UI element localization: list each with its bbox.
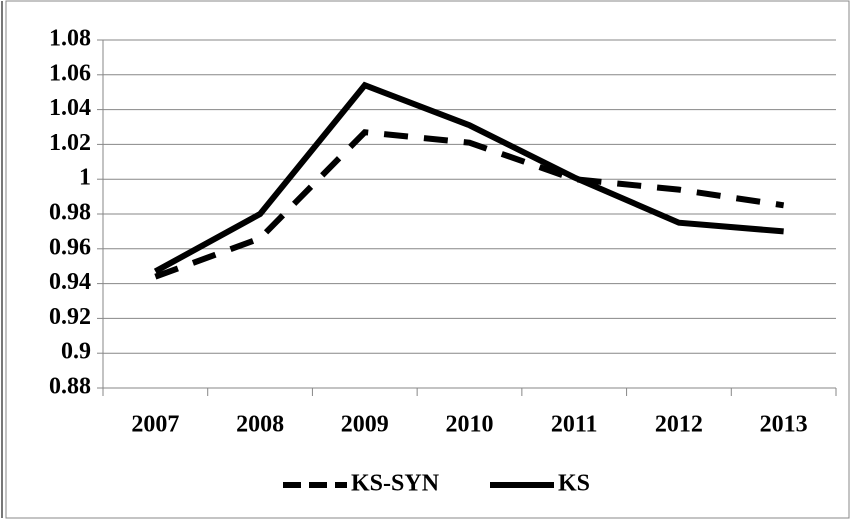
y-tick-label: 1.08 bbox=[49, 26, 91, 52]
y-tick-label: 1.02 bbox=[49, 130, 91, 156]
x-tick-label: 2013 bbox=[760, 412, 808, 438]
chart-frame bbox=[5, 0, 850, 519]
x-tick-label: 2010 bbox=[446, 412, 494, 438]
legend-label: KS bbox=[558, 471, 590, 497]
legend-label: KS-SYN bbox=[351, 471, 440, 497]
x-tick-label: 2008 bbox=[236, 412, 284, 438]
y-tick-label: 0.96 bbox=[49, 234, 91, 260]
frame-edge bbox=[1, 1, 3, 518]
series-line bbox=[153, 81, 784, 275]
y-tick-label: 0.88 bbox=[49, 374, 91, 400]
y-tick-label: 0.9 bbox=[61, 339, 91, 365]
x-tick-label: 2007 bbox=[131, 412, 179, 438]
x-tick-label: 2012 bbox=[655, 412, 703, 438]
y-tick-label: 1 bbox=[79, 165, 91, 191]
x-tick-label: 2011 bbox=[551, 412, 598, 438]
y-tick-label: 0.98 bbox=[49, 200, 91, 226]
y-tick-label: 1.04 bbox=[49, 95, 91, 121]
x-tick-label: 2009 bbox=[341, 412, 389, 438]
y-tick-label: 0.94 bbox=[49, 269, 91, 295]
y-tick-label: 1.06 bbox=[49, 60, 91, 86]
y-tick-label: 0.92 bbox=[49, 304, 91, 330]
series-line bbox=[154, 129, 785, 280]
